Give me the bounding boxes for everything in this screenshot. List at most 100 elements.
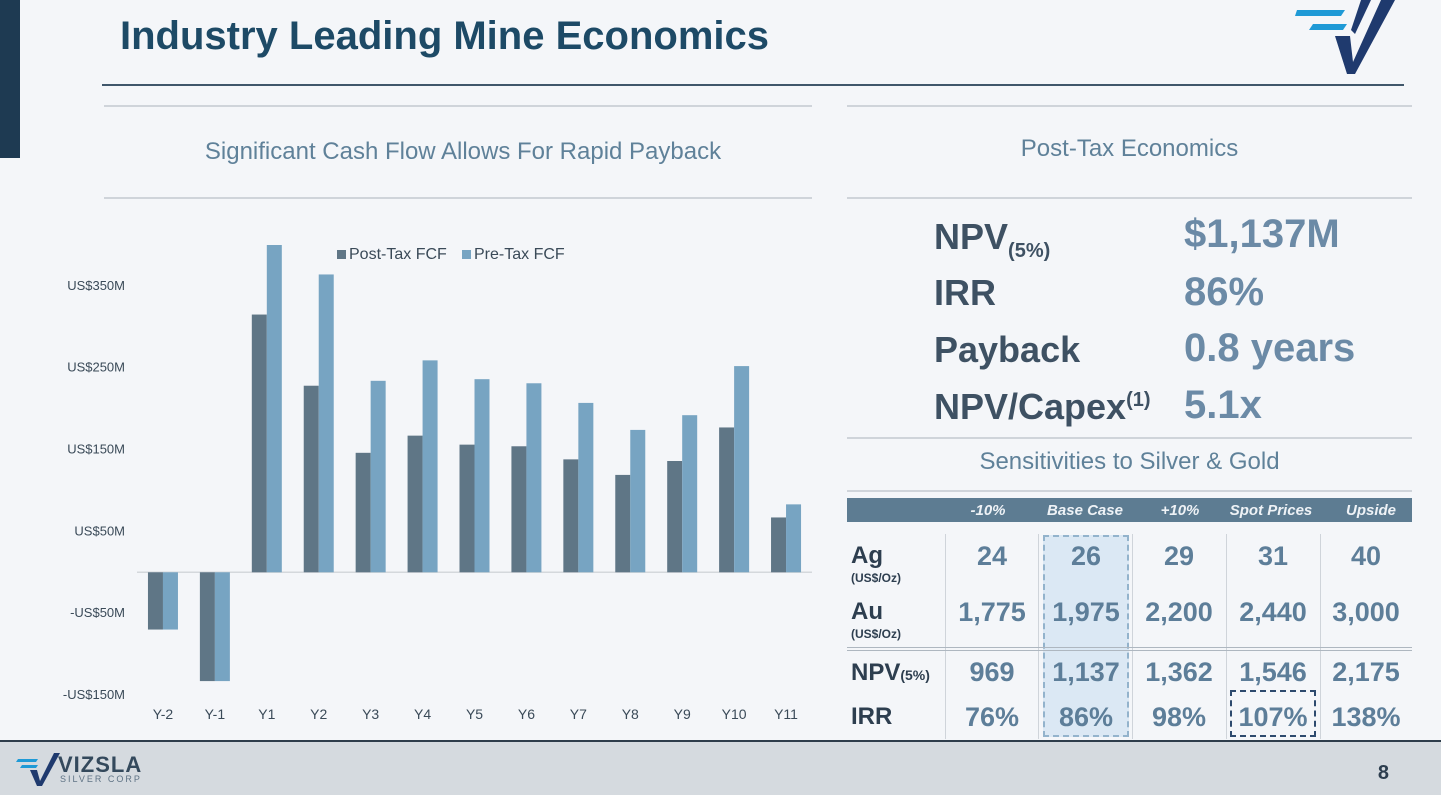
vizsla-logo-icon bbox=[1295, 0, 1395, 74]
x-tick-label: Y1 bbox=[258, 706, 275, 722]
row-label-npv: NPV(5%) bbox=[851, 659, 930, 686]
col-header: Base Case bbox=[1047, 502, 1123, 519]
table-cell: 24 bbox=[976, 541, 1008, 571]
bar-post-tax-fcfy4 bbox=[407, 435, 423, 573]
bar-pre-tax-fcfy10 bbox=[734, 366, 750, 573]
table-cell: 969 bbox=[969, 657, 1015, 687]
column-separator bbox=[1320, 534, 1321, 739]
bar-post-tax-fcfy10 bbox=[719, 427, 735, 573]
divider bbox=[847, 437, 1412, 439]
table-cell: 1,775 bbox=[958, 597, 1026, 627]
table-cell: 2,175 bbox=[1332, 657, 1400, 687]
x-tick-label: Y3 bbox=[362, 706, 379, 722]
bar-pre-tax-fcfy8 bbox=[630, 429, 646, 573]
bar-pre-tax-fcfy11 bbox=[786, 504, 802, 573]
x-tick-label: Y-2 bbox=[153, 706, 174, 722]
bar-pre-tax-fcfy4 bbox=[422, 360, 438, 573]
table-cell: 98% bbox=[1151, 702, 1207, 732]
x-tick-label: Y10 bbox=[722, 706, 747, 722]
metric-value-payback: 0.8 years bbox=[1184, 326, 1356, 370]
y-tick-label: -US$50M bbox=[70, 605, 125, 620]
table-cell: 138% bbox=[1331, 702, 1401, 732]
bar-post-tax-fcfy7 bbox=[563, 459, 579, 573]
bar-post-tax-fcfy8 bbox=[615, 474, 631, 573]
x-tick-label: Y5 bbox=[466, 706, 483, 722]
col-header: Upside bbox=[1345, 502, 1396, 519]
table-cell: 3,000 bbox=[1332, 597, 1400, 627]
col-header: -10% bbox=[970, 502, 1006, 519]
bar-post-tax-fcfy5 bbox=[459, 444, 475, 573]
table-cell: 1,137 bbox=[1052, 657, 1120, 687]
metric-label-npv-capex: NPV/Capex(1) bbox=[934, 386, 1151, 427]
divider bbox=[104, 105, 812, 107]
divider bbox=[847, 197, 1412, 199]
row-label-ag: Ag bbox=[851, 542, 883, 569]
table-cell: 29 bbox=[1163, 541, 1195, 571]
metric-label-payback: Payback bbox=[934, 329, 1081, 370]
bar-post-tax-fcfy11 bbox=[771, 517, 787, 573]
row-label-irr: IRR bbox=[851, 703, 893, 730]
col-header: Spot Prices bbox=[1229, 502, 1313, 519]
bar-pre-tax-fcfy2 bbox=[318, 274, 334, 573]
y-tick-label: US$50M bbox=[74, 523, 125, 538]
table-cell: 40 bbox=[1350, 541, 1382, 571]
page-number: 8 bbox=[1377, 762, 1389, 784]
table-cell: 76% bbox=[964, 702, 1020, 732]
column-separator bbox=[1226, 534, 1227, 739]
divider bbox=[847, 105, 1412, 107]
table-cell: 1,975 bbox=[1052, 597, 1120, 627]
sensitivities-title: Sensitivities to Silver & Gold bbox=[979, 448, 1280, 475]
y-tick-label: -US$150M bbox=[63, 687, 125, 702]
row-unit-ag: (US$/Oz) bbox=[851, 571, 902, 585]
table-cell: 86% bbox=[1058, 702, 1114, 732]
sensitivity-header: -10% Base Case +10% Spot Prices Upside bbox=[847, 498, 1412, 522]
table-cell: 31 bbox=[1257, 541, 1289, 571]
left-accent-bar bbox=[0, 0, 20, 158]
bar-pre-tax-fcfy-2 bbox=[162, 572, 178, 630]
row-separator bbox=[847, 650, 1412, 651]
bar-pre-tax-fcfy7 bbox=[578, 402, 594, 573]
table-cell: 2,440 bbox=[1239, 597, 1307, 627]
x-tick-label: Y8 bbox=[622, 706, 639, 722]
base-case-highlight bbox=[1043, 535, 1129, 737]
y-tick-label: US$150M bbox=[67, 442, 125, 457]
bar-pre-tax-fcfy5 bbox=[474, 379, 490, 573]
table-cell: 2,200 bbox=[1145, 597, 1213, 627]
bar-pre-tax-fcfy-1 bbox=[214, 572, 230, 682]
metric-label-npv: NPV(5%) bbox=[934, 216, 1051, 263]
table-cell: 1,546 bbox=[1239, 657, 1307, 687]
bar-post-tax-fcfy6 bbox=[511, 446, 527, 573]
row-label-au: Au bbox=[851, 598, 883, 625]
column-separator bbox=[945, 534, 946, 739]
legend-swatch bbox=[462, 250, 471, 259]
divider bbox=[104, 197, 812, 199]
table-cell: 1,362 bbox=[1145, 657, 1213, 687]
cash-flow-chart: US$350M US$250M US$150M US$50M -US$50M -US$15… bbox=[63, 245, 812, 722]
bar-pre-tax-fcfy6 bbox=[526, 383, 542, 573]
bar-post-tax-fcfy3 bbox=[355, 452, 371, 573]
bar-post-tax-fcfy-1 bbox=[199, 572, 215, 682]
bar-post-tax-fcfy1 bbox=[251, 314, 267, 573]
bar-post-tax-fcfy-2 bbox=[147, 572, 163, 630]
brand-name: VIZSLA bbox=[58, 752, 143, 777]
col-header: +10% bbox=[1160, 502, 1200, 519]
bar-post-tax-fcfy9 bbox=[667, 461, 683, 573]
economics-subtitle: Post-Tax Economics bbox=[1020, 135, 1239, 162]
x-tick-label: Y11 bbox=[774, 706, 798, 722]
title-divider bbox=[102, 84, 1404, 86]
row-separator bbox=[847, 647, 1412, 648]
divider bbox=[847, 490, 1412, 492]
column-separator bbox=[1132, 534, 1133, 739]
chart-panel-subtitle: Significant Cash Flow Allows For Rapid P… bbox=[204, 138, 722, 165]
footer: VIZSLA SILVER CORP 8 bbox=[0, 740, 1441, 795]
metric-value-npv-capex: 5.1x bbox=[1184, 383, 1262, 427]
x-tick-label: Y2 bbox=[310, 706, 327, 722]
x-tick-label: Y9 bbox=[674, 706, 691, 722]
page-title: Industry Leading Mine Economics bbox=[120, 14, 769, 58]
spot-irr-highlight bbox=[1230, 690, 1316, 737]
x-tick-label: Y4 bbox=[414, 706, 431, 722]
row-unit-au: (US$/Oz) bbox=[851, 627, 902, 641]
vizsla-brand-icon bbox=[16, 753, 60, 786]
metric-value-irr: 86% bbox=[1184, 270, 1265, 314]
table-cell: 107% bbox=[1238, 702, 1308, 732]
